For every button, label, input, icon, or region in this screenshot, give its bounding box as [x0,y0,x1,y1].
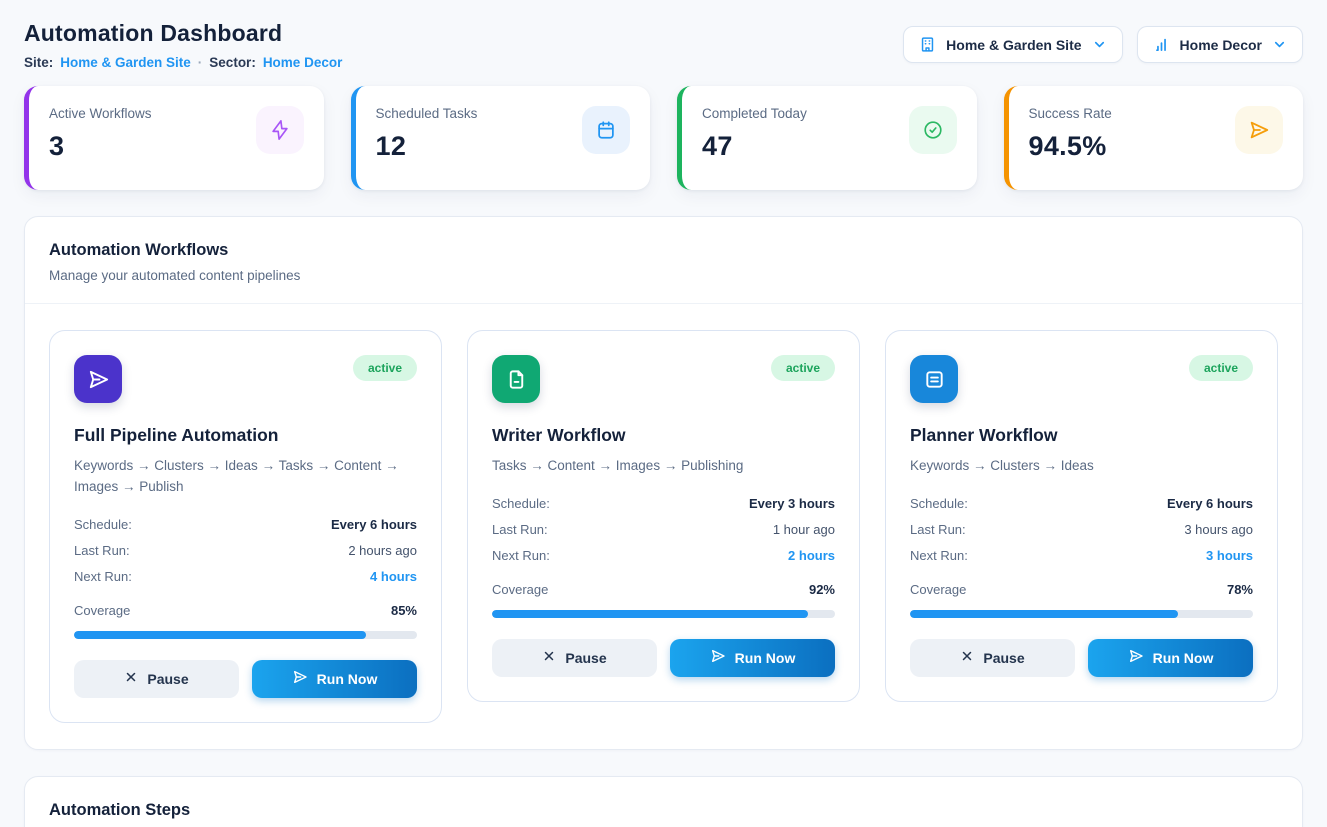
chevron-down-icon [1092,37,1107,52]
last-run-row: Last Run: 1 hour ago [492,522,835,538]
coverage-row: Coverage 78% [910,582,1253,598]
stat-value: 3 [49,131,65,161]
coverage-progress-bar [492,609,835,618]
run-now-button[interactable]: Run Now [670,638,835,677]
workflow-pipeline: Tasks → Content → Images → Publishing [492,458,744,473]
coverage-progress-bar [910,609,1253,618]
stat-card-active-workflows: Active Workflows 3 [24,86,324,190]
send-icon [74,355,122,403]
workflow-title: Full Pipeline Automation [74,425,279,445]
stat-value: 94.5% [1028,131,1107,161]
steps-panel-title: Automation Steps [49,800,191,819]
sector-selector-dropdown[interactable]: Home Decor [1136,26,1303,63]
stat-value: 47 [702,131,733,161]
send-icon [1235,106,1283,154]
workflow-pipeline: Keywords → Clusters → Ideas [910,458,1094,473]
coverage-row: Coverage 85% [74,603,417,619]
close-icon [542,649,556,666]
next-run-row: Next Run: 3 hours [910,548,1253,564]
schedule-row: Schedule: Every 6 hours [74,517,417,533]
sector-label: Sector: [209,55,256,70]
coverage-progress-fill [910,609,1178,618]
page-header-left: Automation Dashboard Site: Home & Garden… [24,20,342,70]
steps-panel-header: Automation Steps Configure which steps a… [25,777,1302,827]
last-run-row: Last Run: 2 hours ago [74,543,417,559]
send-icon [292,669,308,688]
workflow-pipeline: Keywords → Clusters → Ideas → Tasks → Co… [74,458,399,494]
pause-button[interactable]: Pause [74,659,239,698]
stat-card-scheduled-tasks: Scheduled Tasks 12 [350,86,650,190]
stat-value: 12 [375,131,407,161]
workflow-title: Writer Workflow [492,425,626,445]
site-selector-label: Home & Garden Site [946,36,1082,53]
coverage-progress-fill [74,630,366,639]
site-selector-dropdown[interactable]: Home & Garden Site [903,26,1123,63]
workflow-title: Planner Workflow [910,425,1058,445]
workflows-panel-subtitle: Manage your automated content pipelines [49,268,301,283]
panel-divider [25,303,1302,304]
stat-label: Active Workflows [49,106,152,121]
header-dropdowns: Home & Garden Site Home Decor [903,26,1303,63]
workflow-card-full-pipeline: active Full Pipeline Automation Keywords… [49,330,442,723]
check-circle-icon [908,106,957,154]
page-header: Automation Dashboard Site: Home & Garden… [24,20,1303,70]
list-square-icon [910,355,958,403]
sector-selector-label: Home Decor [1179,36,1262,53]
document-icon [492,355,540,403]
close-icon [124,670,138,687]
pause-button[interactable]: Pause [492,638,657,677]
pause-button[interactable]: Pause [910,638,1075,677]
coverage-progress-fill [492,609,808,618]
workflows-panel-header: Automation Workflows Manage your automat… [25,217,1302,303]
workflow-card-planner: active Planner Workflow Keywords → Clust… [885,330,1278,702]
building-icon [919,36,936,53]
schedule-row: Schedule: Every 3 hours [492,496,835,512]
status-badge: active [770,355,835,381]
site-label: Site: [24,55,54,70]
stat-label: Success Rate [1028,106,1112,121]
stat-label: Completed Today [702,106,807,121]
run-now-button[interactable]: Run Now [252,659,417,698]
calendar-icon [582,106,630,154]
workflow-card-writer: active Writer Workflow Tasks → Content →… [467,330,860,702]
breadcrumb-separator: · [197,55,203,70]
coverage-row: Coverage 92% [492,582,835,598]
chevron-down-icon [1272,37,1287,52]
last-run-row: Last Run: 3 hours ago [910,522,1253,538]
site-value-link[interactable]: Home & Garden Site [60,55,191,70]
workflows-panel-title: Automation Workflows [49,241,229,259]
sector-value-link[interactable]: Home Decor [262,55,343,70]
stat-label: Scheduled Tasks [375,106,478,121]
automation-workflows-panel: Automation Workflows Manage your automat… [24,216,1303,750]
schedule-row: Schedule: Every 6 hours [910,496,1253,512]
bar-chart-icon [1153,36,1170,53]
status-badge: active [1188,355,1253,381]
stats-row: Active Workflows 3 Scheduled Tasks 12 Co… [24,86,1303,190]
workflow-cards-grid: active Full Pipeline Automation Keywords… [25,304,1302,749]
status-badge: active [352,355,417,381]
site-sector-breadcrumb: Site: Home & Garden Site · Sector: Home … [24,55,342,70]
coverage-progress-bar [74,630,417,639]
stat-card-completed-today: Completed Today 47 [677,86,977,190]
send-icon [710,648,726,667]
run-now-button[interactable]: Run Now [1088,638,1253,677]
send-icon [1128,648,1144,667]
page-title: Automation Dashboard [24,20,283,46]
lightning-icon [255,106,304,154]
automation-steps-panel: Automation Steps Configure which steps a… [24,775,1303,827]
stat-card-success-rate: Success Rate 94.5% [1003,86,1303,190]
next-run-row: Next Run: 4 hours [74,569,417,585]
next-run-row: Next Run: 2 hours [492,548,835,564]
close-icon [960,649,974,666]
